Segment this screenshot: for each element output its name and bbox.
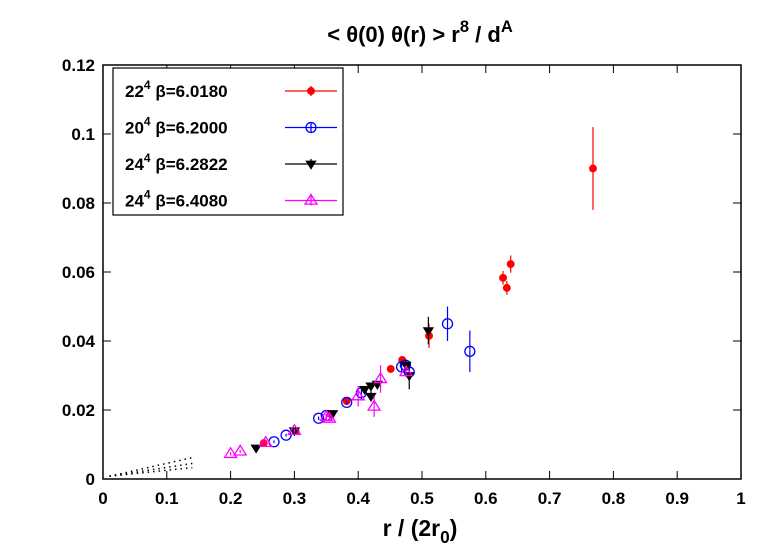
legend-label: 244 β=6.4080 bbox=[125, 188, 228, 211]
chart-title-part: < θ(0) θ(r) > r bbox=[327, 22, 460, 47]
legend-label-part: 24 bbox=[125, 155, 144, 174]
legend-label-part: 22 bbox=[125, 82, 144, 101]
legend-label-part: β=6.2000 bbox=[151, 119, 228, 138]
point bbox=[341, 396, 353, 409]
legend-label-part: β=6.4080 bbox=[151, 192, 228, 211]
chart-title-part: A bbox=[501, 18, 513, 36]
y-tick-label: 0.06 bbox=[62, 263, 95, 282]
point bbox=[441, 318, 454, 330]
dotted-line bbox=[109, 462, 193, 477]
x-tick-label: 0.8 bbox=[602, 489, 626, 508]
x-axis-label-part: 0 bbox=[440, 527, 450, 545]
legend-label: 224 β=6.0180 bbox=[125, 78, 228, 101]
y-tick-label: 0.02 bbox=[62, 401, 95, 420]
point bbox=[422, 327, 435, 337]
point bbox=[303, 193, 319, 205]
point bbox=[399, 359, 412, 371]
x-tick-label: 0.2 bbox=[219, 489, 243, 508]
point bbox=[499, 273, 507, 282]
legend-label: 204 β=6.2000 bbox=[125, 115, 228, 138]
point bbox=[305, 160, 317, 170]
legend-box bbox=[112, 67, 344, 216]
x-tick-label: 0.1 bbox=[155, 489, 179, 508]
point bbox=[506, 260, 515, 269]
point bbox=[371, 380, 384, 390]
point bbox=[280, 429, 292, 441]
point bbox=[358, 385, 371, 396]
point bbox=[373, 371, 388, 384]
legend-label-part: β=6.2822 bbox=[151, 155, 228, 174]
point bbox=[287, 423, 302, 435]
legend-label-part: 4 bbox=[144, 78, 151, 92]
legend-label-part: 4 bbox=[144, 151, 151, 165]
point bbox=[589, 164, 597, 173]
y-tick-label: 0.12 bbox=[62, 56, 95, 75]
legend-label-part: 20 bbox=[125, 119, 144, 138]
chart-title-part: / d bbox=[469, 22, 501, 47]
point bbox=[312, 412, 325, 424]
y-tick-label: 0 bbox=[86, 470, 95, 489]
x-axis-label-part: ) bbox=[450, 515, 458, 541]
point bbox=[322, 411, 337, 423]
point bbox=[319, 409, 334, 422]
point bbox=[386, 364, 395, 373]
legend-label-part: 24 bbox=[125, 192, 144, 211]
legend-label-part: 4 bbox=[144, 115, 151, 129]
chart-title: < θ(0) θ(r) > r8 / dA bbox=[327, 18, 513, 47]
point bbox=[502, 283, 511, 292]
y-tick-label: 0.1 bbox=[71, 125, 95, 144]
point bbox=[305, 121, 317, 134]
x-axis-label-part: r / (2r bbox=[383, 515, 441, 541]
point bbox=[250, 444, 262, 454]
legend-label: 244 β=6.2822 bbox=[125, 151, 228, 174]
point bbox=[365, 392, 377, 402]
point bbox=[351, 388, 366, 401]
dotted-line bbox=[109, 456, 193, 477]
y-tick-label: 0.04 bbox=[62, 332, 96, 351]
point bbox=[258, 435, 273, 448]
x-tick-label: 0.7 bbox=[538, 489, 562, 508]
x-tick-label: 0 bbox=[98, 489, 107, 508]
x-tick-label: 0.6 bbox=[474, 489, 498, 508]
legend-label-part: β=6.0180 bbox=[151, 82, 228, 101]
legend-label-part: 4 bbox=[144, 188, 151, 202]
point bbox=[232, 444, 248, 456]
point bbox=[307, 87, 315, 95]
x-axis-label: r / (2r0) bbox=[383, 515, 458, 545]
point bbox=[464, 345, 476, 358]
point bbox=[366, 399, 382, 411]
point bbox=[365, 382, 377, 392]
y-tick-label: 0.08 bbox=[62, 194, 95, 213]
x-tick-label: 0.5 bbox=[410, 489, 434, 508]
x-tick-label: 1 bbox=[736, 489, 745, 508]
x-tick-label: 0.4 bbox=[346, 489, 370, 508]
x-tick-label: 0.9 bbox=[665, 489, 689, 508]
x-tick-label: 0.3 bbox=[283, 489, 307, 508]
point bbox=[223, 446, 238, 459]
point bbox=[398, 364, 414, 377]
chart-title-part: 8 bbox=[460, 18, 469, 36]
